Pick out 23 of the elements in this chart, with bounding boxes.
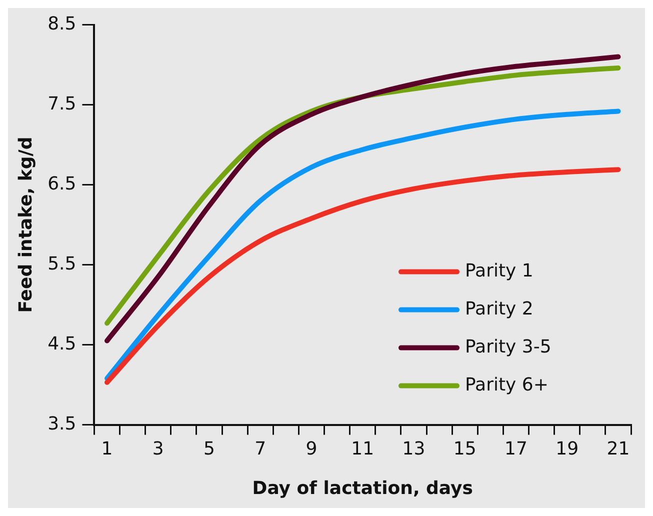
y-axis-title: Feed intake, kg/d	[15, 136, 36, 313]
y-tick-label: 4.5	[48, 333, 76, 354]
x-tick-label: 21	[606, 438, 630, 460]
legend-label: Parity 1	[465, 260, 534, 282]
y-tick-label: 3.5	[48, 413, 76, 434]
x-tick-label: 3	[152, 438, 164, 460]
y-tick-label: 6.5	[48, 173, 76, 194]
x-tick-label: 5	[204, 438, 215, 460]
y-tick-label: 7.5	[48, 93, 76, 114]
x-tick-label: 15	[453, 438, 476, 460]
x-tick-label: 13	[402, 438, 426, 460]
legend-label: Parity 2	[465, 298, 534, 320]
legend-label: Parity 3-5	[465, 336, 552, 358]
x-tick-label: 17	[504, 438, 528, 460]
x-axis-title: Day of lactation, days	[252, 478, 473, 499]
y-tick-label: 8.5	[48, 13, 76, 34]
x-tick-label: 7	[254, 438, 266, 460]
x-tick-label: 9	[306, 438, 318, 460]
x-tick-label: 11	[351, 438, 374, 460]
x-tick-label: 1	[101, 438, 113, 460]
legend-label: Parity 6+	[465, 374, 548, 396]
x-tick-label: 19	[556, 438, 579, 460]
y-tick-label: 5.5	[48, 253, 76, 274]
